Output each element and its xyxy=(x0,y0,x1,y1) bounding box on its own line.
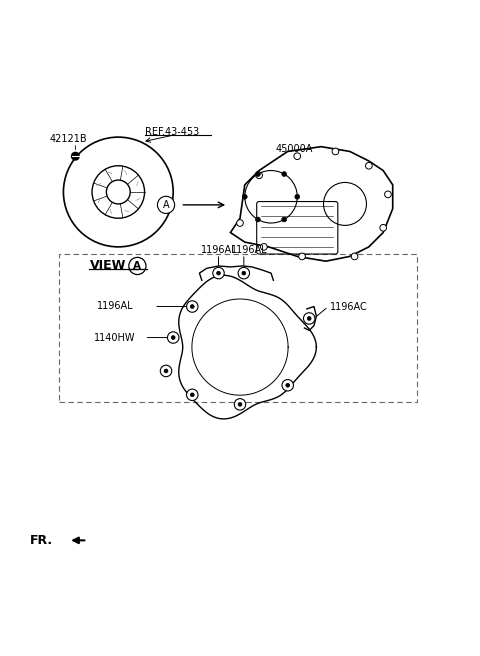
Circle shape xyxy=(282,217,287,222)
Circle shape xyxy=(237,220,243,226)
Circle shape xyxy=(187,301,198,312)
Circle shape xyxy=(256,172,263,178)
Circle shape xyxy=(351,253,358,260)
Circle shape xyxy=(234,399,246,410)
Text: 1140HW: 1140HW xyxy=(95,333,136,342)
Circle shape xyxy=(282,172,287,176)
Circle shape xyxy=(295,194,300,199)
Circle shape xyxy=(160,365,172,377)
Circle shape xyxy=(238,402,242,406)
Circle shape xyxy=(307,317,311,320)
Text: A: A xyxy=(163,200,169,210)
Circle shape xyxy=(191,393,194,397)
Text: 42121B: 42121B xyxy=(49,134,87,144)
Circle shape xyxy=(384,191,391,197)
Circle shape xyxy=(216,271,220,275)
Circle shape xyxy=(171,336,175,339)
Circle shape xyxy=(332,148,339,155)
Text: 1196AL: 1196AL xyxy=(97,300,133,310)
Circle shape xyxy=(168,332,179,343)
Circle shape xyxy=(213,268,224,279)
Text: 1196AL: 1196AL xyxy=(201,245,238,255)
Circle shape xyxy=(129,257,146,275)
Text: FR.: FR. xyxy=(30,534,53,547)
Circle shape xyxy=(380,224,386,231)
Circle shape xyxy=(187,389,198,401)
Circle shape xyxy=(294,153,300,159)
Circle shape xyxy=(191,304,194,308)
Circle shape xyxy=(255,217,260,222)
Circle shape xyxy=(261,243,267,250)
Text: 1196AL: 1196AL xyxy=(231,245,268,255)
Circle shape xyxy=(299,253,305,260)
Text: REF.43-453: REF.43-453 xyxy=(144,127,199,137)
Circle shape xyxy=(286,383,289,387)
Circle shape xyxy=(303,313,315,324)
Circle shape xyxy=(164,369,168,373)
Circle shape xyxy=(242,194,247,199)
Circle shape xyxy=(72,152,79,160)
Circle shape xyxy=(157,196,175,213)
Circle shape xyxy=(242,271,246,275)
Circle shape xyxy=(365,163,372,169)
Circle shape xyxy=(238,268,250,279)
Circle shape xyxy=(255,172,260,176)
Text: 45000A: 45000A xyxy=(276,144,313,154)
Text: A: A xyxy=(133,261,142,271)
Circle shape xyxy=(282,380,293,391)
Text: 1196AC: 1196AC xyxy=(330,302,368,312)
Text: VIEW: VIEW xyxy=(90,260,126,272)
